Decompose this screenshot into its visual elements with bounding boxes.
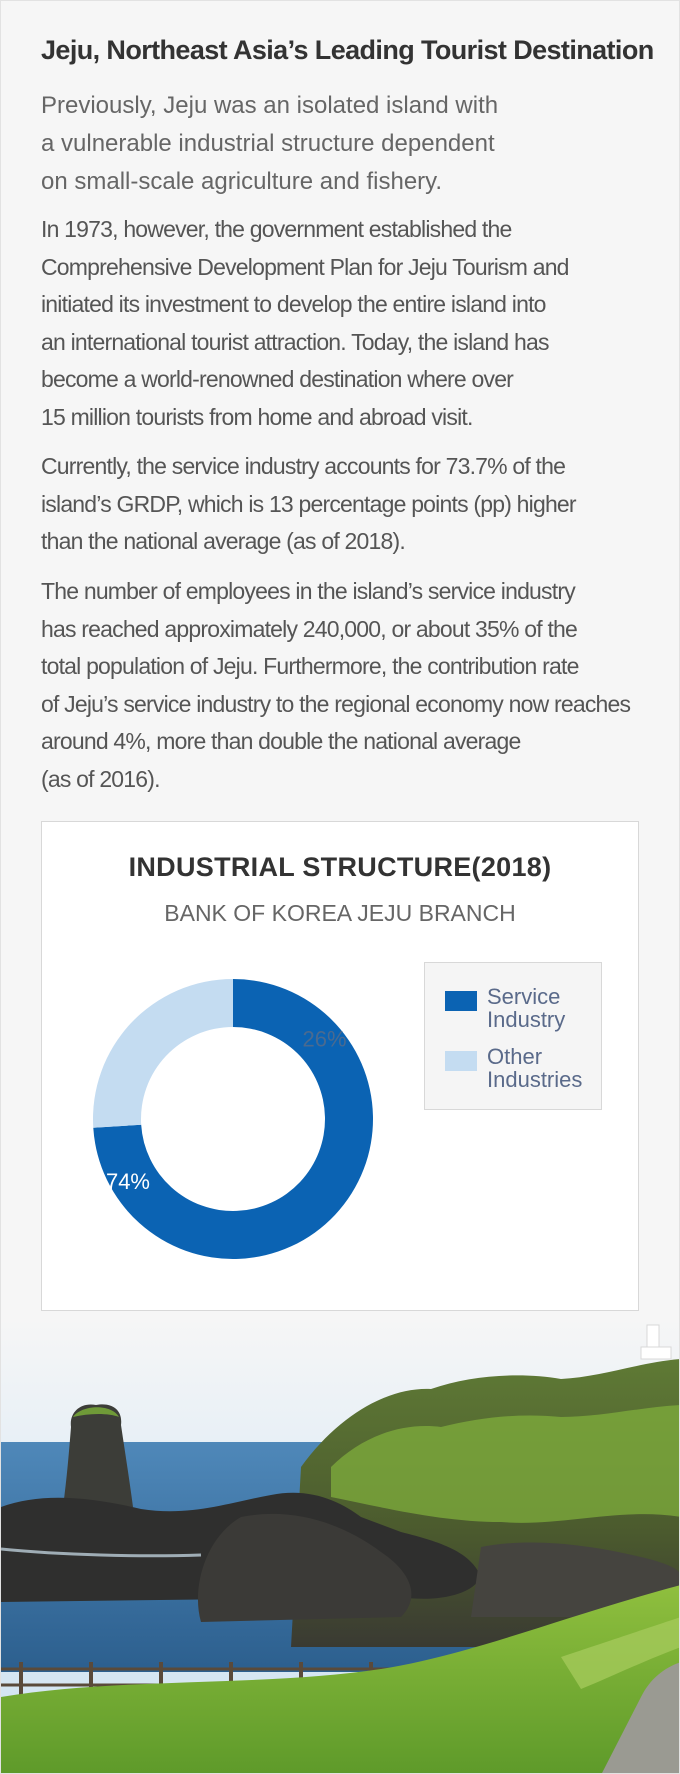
legend-label-service: Service Industry [487, 985, 597, 1031]
chart-legend: Service Industry Other Industries [424, 962, 602, 1110]
paragraph-line: (as of 2016). [41, 765, 161, 792]
legend-label-line: Service [487, 984, 561, 1009]
chart-card: INDUSTRIAL STRUCTURE(2018) BANK OF KOREA… [41, 821, 639, 1311]
donut-slice-other-industries [93, 979, 233, 1128]
legend-label-line: Industry [487, 1007, 566, 1032]
paragraph-line: island’s GRDP, which is 13 percentage po… [41, 490, 577, 517]
paragraph-employment: The number of employees in the island’s … [41, 573, 679, 798]
donut-data-label-other-industries: 26% [302, 1026, 346, 1051]
legend-label-line: Industries [487, 1067, 583, 1092]
paragraph-line: In 1973, however, the government establi… [41, 216, 512, 242]
chart-subtitle: BANK OF KOREA JEJU BRANCH [164, 900, 516, 926]
paragraph-line: an international tourist attraction. Tod… [41, 328, 549, 355]
legend-label-other: Other Industries [487, 1045, 597, 1091]
paragraph-line: Comprehensive Development Plan for Jeju … [41, 253, 569, 280]
legend-label-line: Other [487, 1044, 543, 1069]
page-title: Jeju, Northeast Asia’s Leading Tourist D… [41, 35, 654, 65]
legend-swatch-service [445, 991, 477, 1011]
paragraph-line: initiated its investment to develop the … [41, 291, 546, 317]
coastal-landscape-image [1, 1317, 679, 1773]
paragraph-line: Currently, the service industry accounts… [41, 453, 566, 479]
paragraph-line: than the national average (as of 2018). [41, 528, 406, 554]
paragraph-line: 15 million tourists from home and abroad… [41, 403, 473, 430]
donut-chart: 74% 26% [93, 979, 374, 1259]
donut-data-label-service-industry: 74% [106, 1169, 150, 1194]
donut-slice-service-industry [93, 979, 374, 1259]
intro-text: Previously, Jeju was an isolated island … [41, 87, 601, 201]
intro-line: on small-scale agriculture and fishery. [41, 168, 443, 195]
paragraph-line: The number of employees in the island’s … [41, 578, 576, 604]
legend-swatch-other [445, 1051, 477, 1071]
intro-line: Previously, Jeju was an isolated island … [41, 92, 499, 119]
paragraph-line: total population of Jeju. Furthermore, t… [41, 653, 579, 679]
intro-line: a vulnerable industrial structure depend… [41, 130, 495, 157]
paragraph-service-share: Currently, the service industry accounts… [41, 448, 679, 561]
chart-title: INDUSTRIAL STRUCTURE(2018) [128, 852, 552, 882]
paragraph-line: of Jeju’s service industry to the region… [41, 690, 631, 717]
paragraph-line: around 4%, more than double the national… [41, 728, 521, 754]
paragraph-development-plan: In 1973, however, the government establi… [41, 211, 679, 436]
paragraph-line: has reached approximately 240,000, or ab… [41, 615, 578, 642]
paragraph-line: become a world-renowned destination wher… [41, 366, 514, 392]
